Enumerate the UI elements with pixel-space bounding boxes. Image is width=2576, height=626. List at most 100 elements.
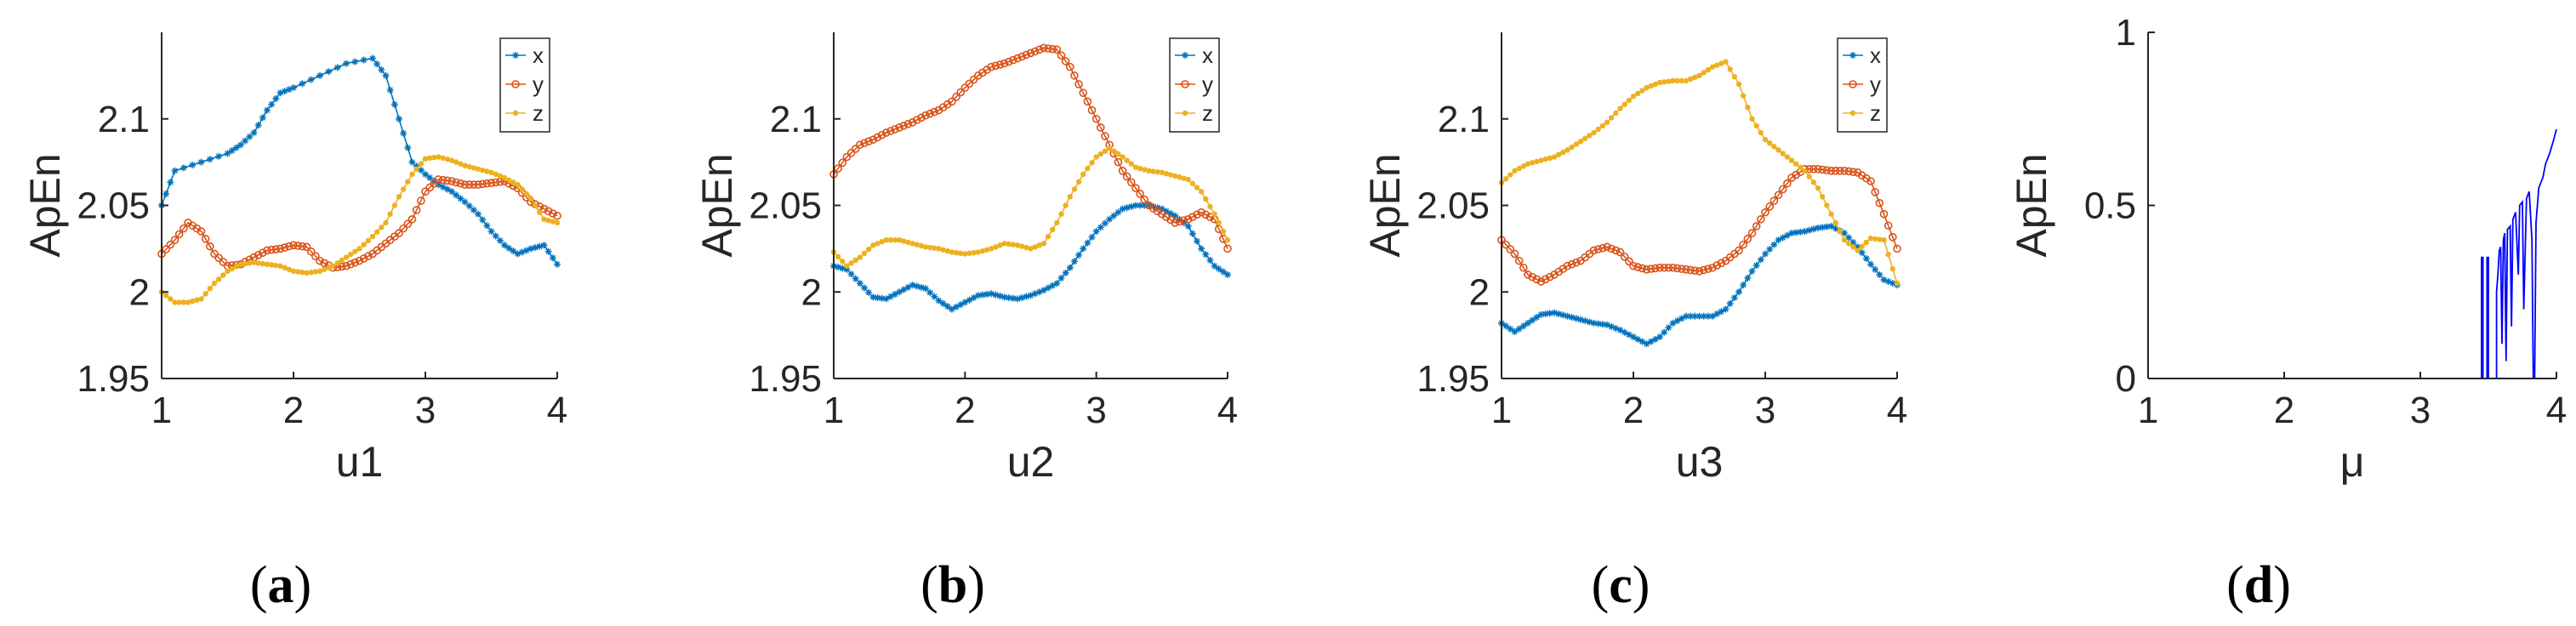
data-point-x [1669,319,1677,327]
data-point-x [1819,224,1827,231]
data-point-x [351,58,359,65]
data-point-x [276,89,284,97]
data-point-x [835,264,842,271]
data-point-z [550,219,556,225]
data-point-z [922,244,929,250]
data-point-z [444,156,451,162]
data-point-x [1049,282,1057,289]
data-point-x [1661,328,1668,336]
data-point-y [1603,242,1611,252]
data-point-y [302,242,311,252]
data-point-x [1621,328,1628,336]
data-point-z [971,249,977,256]
data-point-y [1752,222,1761,230]
data-point-x [1158,205,1165,213]
data-point-x [1149,202,1157,210]
data-point-x [1106,215,1114,223]
data-point-z [1745,104,1751,111]
data-point-x [1027,292,1034,299]
data-point-z [458,161,464,167]
data-point-z [448,157,455,163]
data-point-z [1837,228,1844,235]
legend-box [499,37,550,133]
data-point-z [1560,149,1566,156]
data-point-z [1798,164,1804,170]
data-point-y [338,262,346,271]
legend-label-z: z [533,100,544,126]
legend-marker-y [1849,80,1857,88]
data-point-z [1216,219,1222,226]
y-tick-label: 1.95 [1416,358,1490,400]
data-point-y [443,176,452,185]
data-point-z [1841,237,1848,243]
y-tick-label: 2.05 [1416,185,1490,227]
legend-box [1837,37,1888,133]
data-point-z [1577,139,1584,145]
data-point-y [1000,59,1009,68]
data-point-y [491,178,500,187]
data-point-z [396,194,402,200]
series-line-y [1501,168,1898,282]
legend-label-z: z [1870,100,1881,126]
data-point-x [1695,312,1703,320]
data-point-y [1616,248,1625,257]
data-point-y [1682,265,1690,274]
data-point-y [912,116,921,124]
data-point-y [1506,245,1515,253]
data-point-y [425,183,434,192]
data-point-y [162,245,170,253]
legend-marker-z [512,110,519,117]
data-point-z [1762,136,1769,143]
data-point-x [996,292,1004,299]
caption-letter: b [938,556,967,614]
data-point-x [180,164,187,172]
data-point-x [448,188,455,196]
data-point-x [470,206,477,213]
data-point-x [1515,325,1523,333]
data-point-z [1146,168,1152,174]
data-point-z [932,245,938,251]
data-point-z [361,242,367,248]
data-point-z [484,168,490,174]
data-point-x [215,152,223,160]
data-point-z [1555,151,1562,158]
data-point-y [1638,264,1647,273]
caption-paren: ( [2226,556,2244,614]
series-line-y [161,179,558,269]
x-tick-label: 3 [2410,390,2431,431]
data-point-x [847,270,855,278]
data-point-x [487,228,495,236]
data-point-z [1547,155,1553,162]
data-point-z [475,166,482,172]
data-point-z [1766,140,1773,146]
data-point-z [1723,59,1729,65]
data-point-z [1203,196,1209,202]
data-point-z [541,216,547,222]
data-point-y [1625,257,1633,266]
data-point-x [935,297,943,304]
series-z [830,145,1231,269]
data-point-y [1871,188,1879,196]
data-point-z [1189,180,1196,186]
caption-paren: ) [1633,556,1650,614]
x-axis-label: u3 [1676,438,1724,486]
data-point-y [254,251,263,259]
x-axis-label: u1 [336,438,384,486]
data-point-x [1000,293,1008,301]
x-tick-label: 2 [2274,390,2294,431]
data-point-x [1616,327,1624,334]
data-point-z [1132,164,1139,170]
data-point-z [1828,211,1834,217]
data-point-y [549,209,557,218]
data-point-z [1137,165,1143,172]
data-point-x [904,283,912,291]
data-point-z [1534,158,1540,165]
data-point-x [1502,322,1510,330]
data-point-z [1599,122,1606,129]
data-point-y [355,256,364,265]
data-point-z [944,248,950,254]
data-point-x [961,299,969,306]
data-point-z [1220,228,1227,235]
data-point-z [242,260,248,267]
x-tick-label: 1 [824,390,844,431]
